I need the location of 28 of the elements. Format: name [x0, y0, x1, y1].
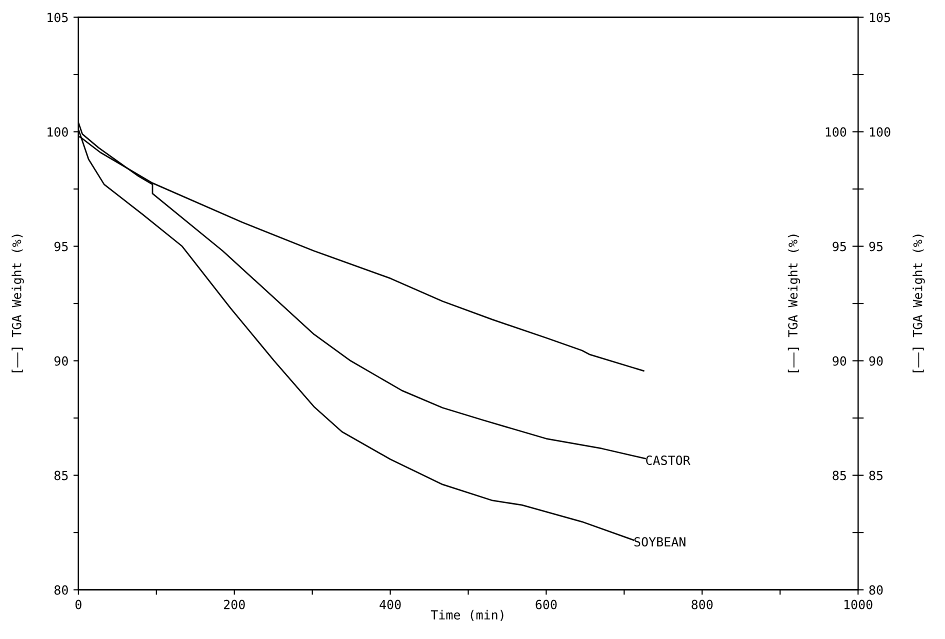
y-tick-label: 95 — [54, 242, 68, 252]
y3-tick-label: 95 — [832, 242, 846, 252]
x-tick-label: 400 — [380, 600, 401, 610]
y-tick-label: 100 — [48, 127, 68, 137]
y2-tick-label: 80 — [869, 585, 883, 595]
y-tick-label: 85 — [54, 470, 68, 480]
y3-tick-label: 90 — [832, 356, 846, 366]
y-axis-title: [——] TGA Weight (%) — [12, 234, 24, 372]
x-axis-title: Time (min) — [430, 610, 504, 622]
y3-tick-label: 85 — [832, 470, 846, 480]
x-tick-label: 600 — [536, 600, 557, 610]
y-tick-label: 105 — [48, 12, 68, 22]
y2-tick-label: 105 — [870, 12, 890, 22]
y2-tick-label: 95 — [869, 242, 883, 252]
y-tick-label: 80 — [54, 585, 68, 595]
series-label: SOYBEAN — [634, 537, 686, 547]
x-tick-label: 0 — [75, 600, 82, 610]
y2-tick-label: 85 — [869, 470, 883, 480]
y2-axis-title: [——] TGA Weight (%) — [912, 234, 925, 372]
y-tick-label: 90 — [54, 356, 68, 366]
y2-tick-label: 100 — [870, 127, 890, 137]
series-label: CASTOR — [646, 456, 690, 466]
x-tick-label: 200 — [224, 600, 245, 610]
y3-tick-label: 100 — [826, 127, 846, 137]
y2-tick-label: 90 — [869, 356, 883, 366]
x-tick-label: 1000 — [844, 600, 872, 610]
x-tick-label: 800 — [692, 600, 713, 610]
y3-axis-title: [——] TGA Weight (%) — [788, 234, 800, 372]
